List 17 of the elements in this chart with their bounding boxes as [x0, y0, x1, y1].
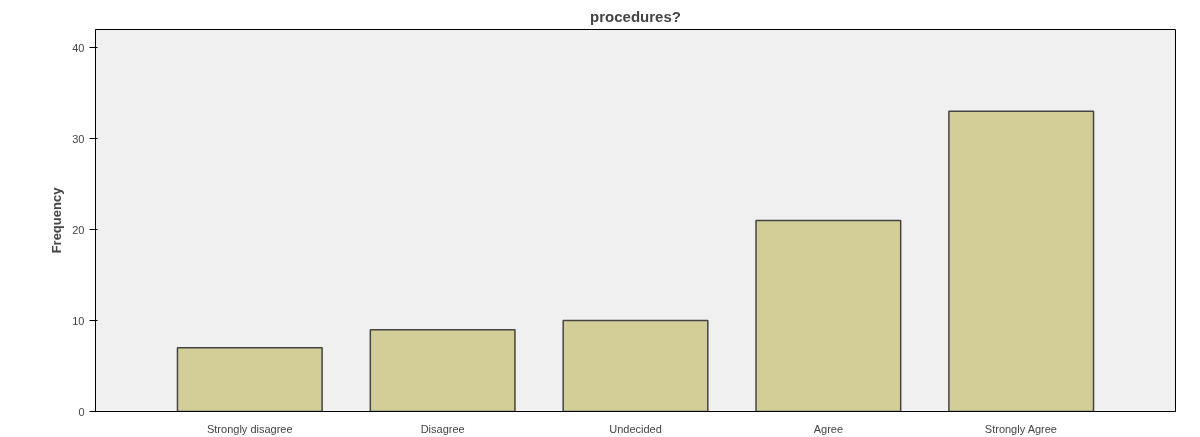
x-tick-label: Disagree	[420, 422, 465, 435]
y-tick-label: 40	[72, 41, 85, 54]
bar	[948, 110, 1095, 412]
x-tick-label: Undecided	[609, 422, 662, 435]
y-tick-label: 10	[72, 314, 85, 327]
chart-title: procedures?	[590, 7, 681, 25]
y-tick-label: 0	[78, 405, 85, 418]
y-tick-label: 20	[72, 223, 85, 236]
x-tick-label: Strongly Agree	[984, 422, 1057, 435]
x-tick-label: Strongly disagree	[206, 422, 293, 435]
y-tick-label: 30	[72, 132, 85, 145]
x-tick-label: Agree	[813, 422, 844, 435]
y-axis-title: Frequency	[49, 186, 65, 254]
bar	[562, 319, 709, 412]
bar	[369, 328, 516, 412]
bar	[176, 347, 323, 412]
bar	[755, 219, 902, 412]
